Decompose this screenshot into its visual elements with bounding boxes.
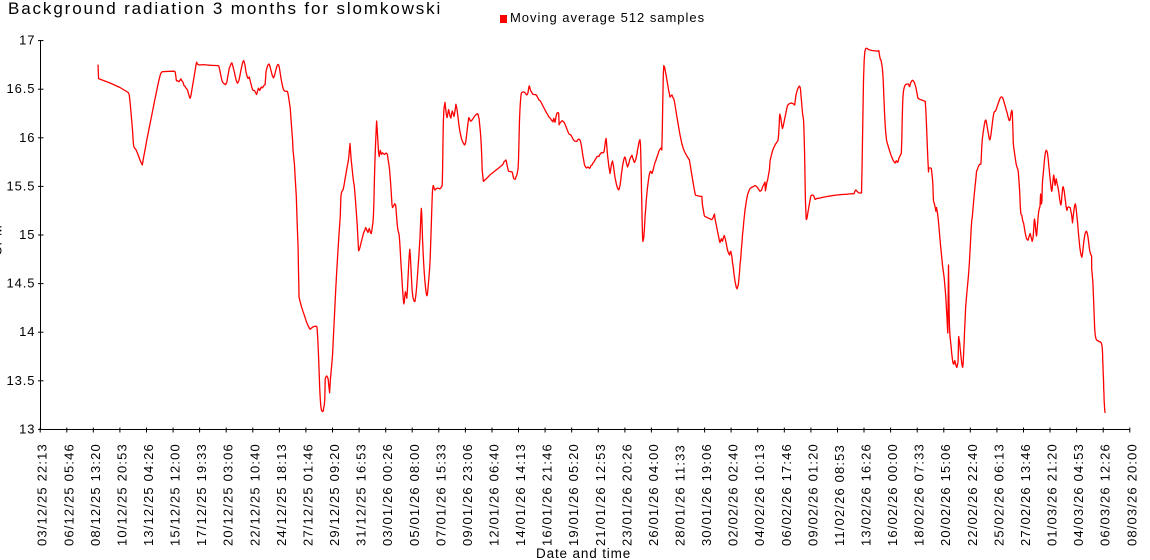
svg-text:20/02/26 15:06: 20/02/26 15:06 [938,443,953,546]
svg-text:02/02/26 02:40: 02/02/26 02:40 [726,443,741,546]
svg-text:16.5: 16.5 [6,81,35,96]
svg-text:14.5: 14.5 [6,276,35,291]
svg-text:12/01/26 06:40: 12/01/26 06:40 [487,443,502,546]
svg-text:03/12/25 22:13: 03/12/25 22:13 [35,443,50,546]
svg-text:23/01/26 20:26: 23/01/26 20:26 [619,443,634,546]
svg-text:06/03/26 12:26: 06/03/26 12:26 [1098,443,1113,546]
svg-text:13/02/26 16:26: 13/02/26 16:26 [859,443,874,546]
svg-text:17/12/25 19:33: 17/12/25 19:33 [194,443,209,546]
svg-text:13.5: 13.5 [6,373,35,388]
svg-text:15/12/25 12:00: 15/12/25 12:00 [168,443,183,546]
svg-text:27/12/25 01:46: 27/12/25 01:46 [300,443,315,546]
svg-text:16/02/26 00:00: 16/02/26 00:00 [885,443,900,546]
svg-text:09/01/26 23:06: 09/01/26 23:06 [460,443,475,546]
svg-text:01/03/26 21:20: 01/03/26 21:20 [1045,443,1060,546]
svg-text:16/01/26 21:46: 16/01/26 21:46 [540,443,555,546]
svg-text:17: 17 [19,33,35,48]
svg-text:22/02/26 22:40: 22/02/26 22:40 [965,443,980,546]
svg-text:27/02/26 13:46: 27/02/26 13:46 [1018,443,1033,546]
svg-text:19/01/26 05:20: 19/01/26 05:20 [566,443,581,546]
svg-text:09/02/26 01:20: 09/02/26 01:20 [805,443,820,546]
svg-text:04/02/26 10:13: 04/02/26 10:13 [752,443,767,546]
svg-text:07/01/26 15:33: 07/01/26 15:33 [433,443,448,546]
svg-text:13/12/25 04:26: 13/12/25 04:26 [141,443,156,546]
svg-text:14: 14 [19,324,35,339]
svg-text:CPM: CPM [0,224,5,256]
svg-text:16: 16 [19,130,35,145]
svg-text:15.5: 15.5 [6,178,35,193]
svg-text:25/02/26 06:13: 25/02/26 06:13 [991,443,1006,546]
svg-text:04/03/26 04:53: 04/03/26 04:53 [1071,443,1086,546]
svg-text:20/12/25 03:06: 20/12/25 03:06 [221,443,236,546]
svg-text:06/02/26 17:46: 06/02/26 17:46 [779,443,794,546]
svg-text:15: 15 [19,227,35,242]
svg-text:29/12/25 09:20: 29/12/25 09:20 [327,443,342,546]
svg-text:08/03/26 20:00: 08/03/26 20:00 [1124,443,1139,546]
svg-text:14/01/26 14:13: 14/01/26 14:13 [513,443,528,546]
svg-text:21/01/26 12:53: 21/01/26 12:53 [593,443,608,546]
svg-text:28/01/26 11:33: 28/01/26 11:33 [673,444,688,546]
svg-text:30/01/26 19:06: 30/01/26 19:06 [699,443,714,546]
svg-text:11/02/26 08:53: 11/02/26 08:53 [832,444,847,546]
svg-text:10/12/25 20:53: 10/12/25 20:53 [114,443,129,546]
svg-text:31/12/25 16:53: 31/12/25 16:53 [354,443,369,546]
svg-text:24/12/25 18:13: 24/12/25 18:13 [274,443,289,546]
svg-text:05/01/26 08:00: 05/01/26 08:00 [407,443,422,546]
svg-text:03/01/26 00:26: 03/01/26 00:26 [380,443,395,546]
svg-text:06/12/25 05:46: 06/12/25 05:46 [61,443,76,546]
svg-text:13: 13 [19,421,35,436]
svg-text:18/02/26 07:33: 18/02/26 07:33 [912,443,927,546]
svg-text:22/12/25 10:40: 22/12/25 10:40 [247,443,262,546]
svg-text:08/12/25 13:20: 08/12/25 13:20 [88,443,103,546]
svg-text:26/01/26 04:00: 26/01/26 04:00 [646,443,661,546]
